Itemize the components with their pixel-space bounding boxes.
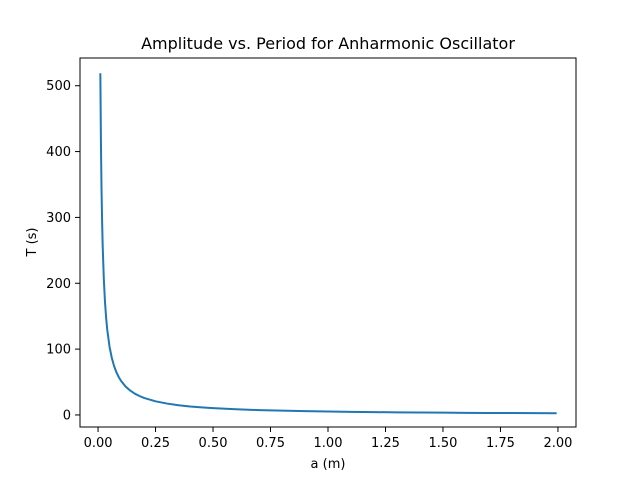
x-tick-label: 0.50 — [199, 436, 228, 451]
series-line — [99, 73, 557, 415]
y-axis-ticks: 0 100 200 300 400 500 — [46, 79, 80, 423]
x-tick-label: 0.00 — [84, 436, 113, 451]
y-tick-label: 500 — [46, 79, 71, 94]
y-tick-label: 400 — [46, 145, 71, 160]
y-tick-label: 300 — [46, 211, 71, 226]
x-tick-label: 1.50 — [428, 436, 457, 451]
y-tick-label: 0 — [63, 408, 71, 423]
y-axis-label: T (s) — [25, 228, 40, 258]
x-axis-ticks: 0.00 0.25 0.50 0.75 1.00 1.25 1.50 1.75 2.00 — [84, 427, 572, 451]
y-tick-label: 100 — [46, 343, 71, 358]
x-tick-label: 1.75 — [486, 436, 515, 451]
chart-title: Amplitude vs. Period for Anharmonic Osci… — [141, 34, 515, 53]
plot-frame — [79, 57, 577, 428]
x-tick-label: 0.75 — [256, 436, 285, 451]
x-axis-label: a (m) — [311, 457, 346, 472]
series-layer — [99, 73, 557, 415]
x-tick-label: 1.25 — [371, 436, 400, 451]
y-tick-label: 200 — [46, 277, 71, 292]
plot-area — [80, 58, 576, 427]
x-tick-label: 1.00 — [314, 436, 343, 451]
x-tick-label: 0.25 — [141, 436, 170, 451]
x-tick-label: 2.00 — [543, 436, 572, 451]
